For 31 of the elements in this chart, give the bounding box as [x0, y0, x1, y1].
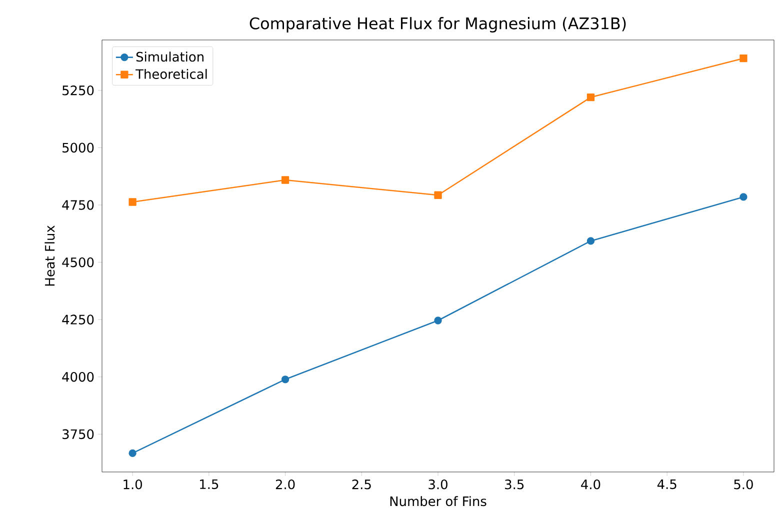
point — [434, 191, 442, 199]
point — [586, 237, 595, 245]
x-tick-label: 5.0 — [734, 479, 753, 490]
point — [281, 176, 290, 184]
point — [740, 193, 748, 201]
y-tick-label: 4500 — [62, 257, 94, 268]
x-tick-label: 3.0 — [428, 479, 448, 490]
legend-label: Theoretical — [136, 68, 207, 79]
point — [434, 316, 442, 324]
point — [128, 449, 136, 458]
x-tick-label: 2.0 — [276, 479, 295, 490]
y-tick-label: 5000 — [62, 142, 94, 153]
y-axis-title: Heat Flux — [44, 226, 55, 286]
y-tick-label: 4250 — [62, 314, 94, 324]
x-axis-title: Number of Fins — [390, 496, 486, 506]
y-tick-label: 5250 — [62, 86, 94, 96]
x-tick-label: 1.5 — [200, 479, 218, 490]
point — [740, 54, 748, 62]
y-tick-label: 3750 — [62, 429, 94, 440]
x-tick-label: 2.5 — [352, 479, 371, 490]
x-tick-label: 4.0 — [581, 479, 600, 490]
legend-label: Simulation — [136, 52, 204, 62]
x-tick-label: 3.5 — [505, 479, 524, 490]
y-tick-label: 4000 — [62, 372, 94, 382]
x-tick-label: 4.5 — [657, 479, 676, 490]
point — [586, 93, 595, 102]
point — [281, 376, 290, 384]
x-tick-label: 1.0 — [124, 479, 142, 490]
y-tick-label: 4750 — [62, 200, 94, 210]
chart-title: Comparative Heat Flux for Magnesium (AZ31B) — [250, 17, 626, 32]
point — [128, 198, 136, 206]
